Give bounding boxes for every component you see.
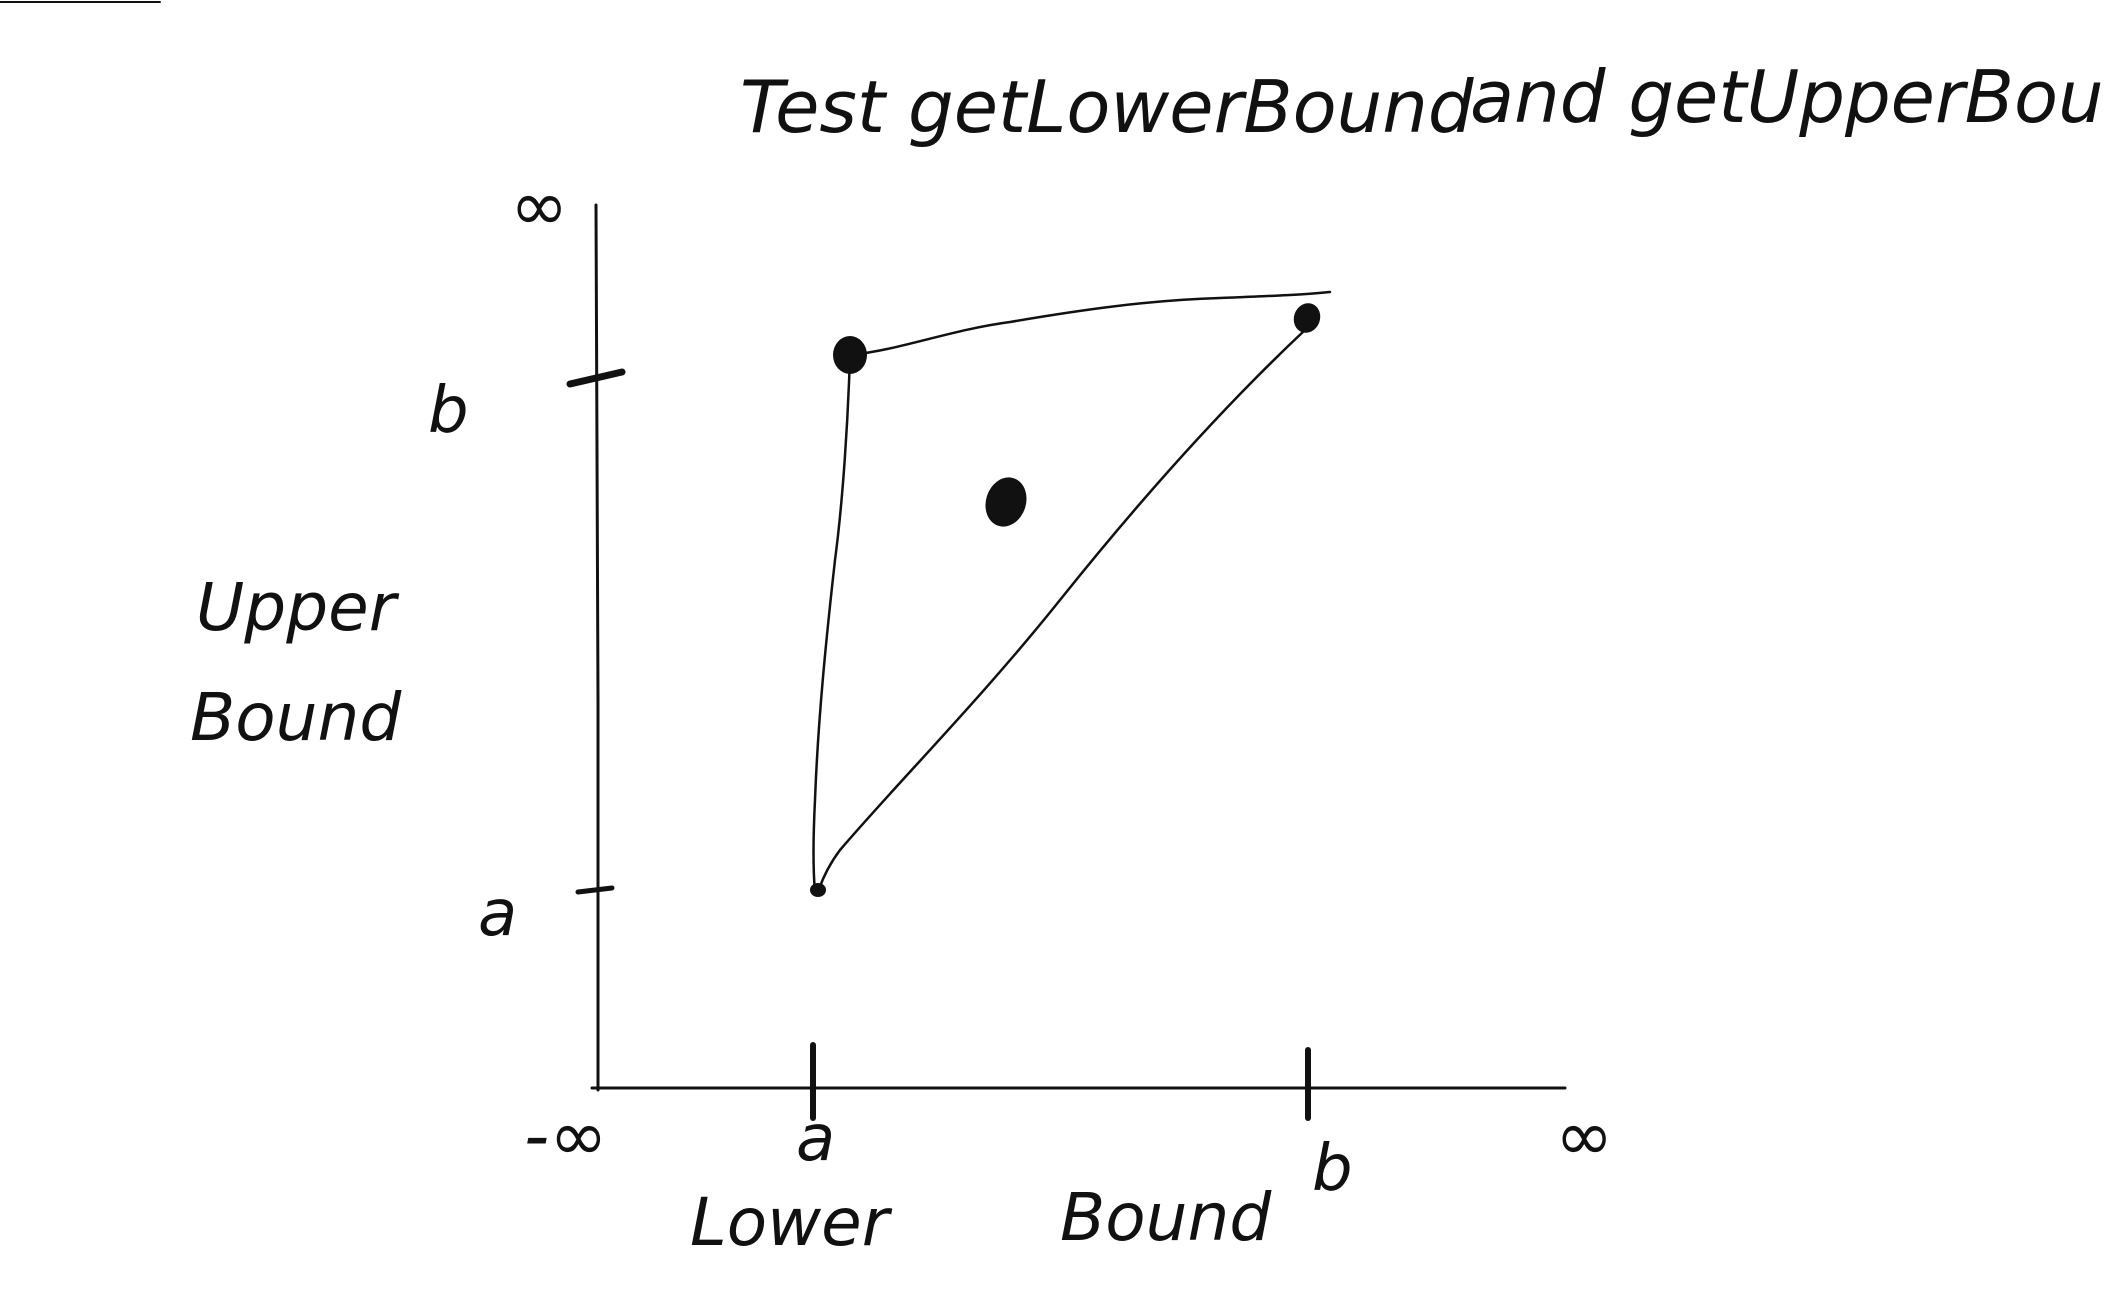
y-axis-label-line1: Upper — [196, 569, 400, 646]
point-interior — [985, 477, 1027, 527]
y-axis-tick-label-a: a — [478, 877, 517, 951]
x-axis-tick-label-a: a — [796, 1102, 835, 1176]
feasible-region-triangle — [812, 290, 1332, 894]
y-axis-label-line2: Bound — [190, 679, 402, 756]
y-axis-tick-a — [575, 885, 615, 895]
y-axis-tick-label-b: b — [428, 374, 469, 448]
x-axis-left-infinity: -∞ — [524, 1095, 608, 1177]
title-part-1: Test getLowerBound — [740, 65, 1475, 149]
point-a-b-vertex — [833, 336, 867, 374]
point-b-b-vertex — [1293, 303, 1321, 333]
point-a-a-vertex — [810, 883, 826, 897]
x-axis-right-infinity: ∞ — [1555, 1095, 1613, 1177]
y-axis-tick-b — [566, 368, 626, 388]
y-axis-line — [594, 203, 600, 1092]
x-axis-label-word1: Lower — [690, 1184, 893, 1261]
y-axis-top-infinity: ∞ — [510, 165, 568, 247]
title-part-2: and getUpperBound — [1470, 55, 2104, 139]
x-axis-tick-label-b: b — [1312, 1132, 1353, 1206]
x-axis-label-word2: Bound — [1060, 1179, 1272, 1256]
